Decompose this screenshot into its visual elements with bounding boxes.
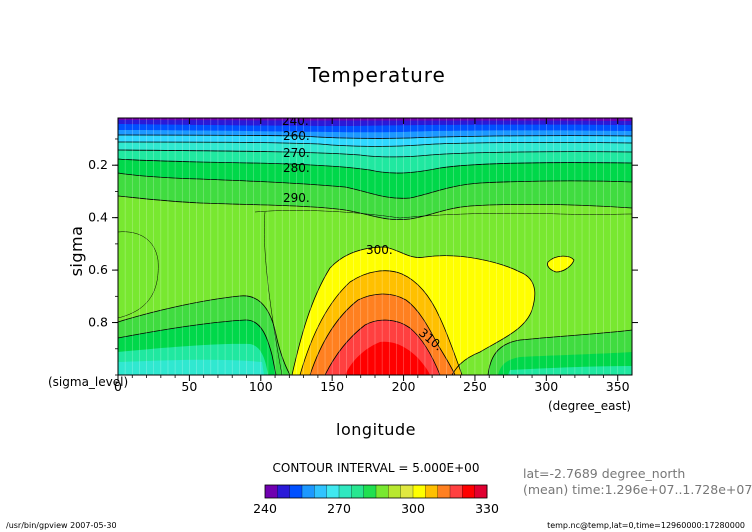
x-tick-label: 350 [606,379,630,394]
contour-305 [299,270,463,375]
contour-lines [118,134,632,375]
contour-blob [547,255,575,273]
contour-interval-text: CONTOUR INTERVAL = 5.000E+00 [273,461,480,475]
mean-time-annotation: (mean) time:1.296e+07..1.728e+07 [523,482,752,497]
contour-295 [254,210,632,219]
contour-295-left [118,231,159,319]
contour-310 [309,293,456,375]
colorbar-cell [289,485,303,498]
band-240-245 [118,118,632,121]
contour-300 [291,246,536,375]
band-320-325 [345,341,430,375]
colorbar-tick-label: 330 [475,501,499,516]
contour-left-285 [118,295,291,375]
band-right-275 [508,366,632,375]
x-tick-label: 150 [320,379,344,394]
colorbar-cell [413,485,426,498]
colorbar-cell [474,485,488,498]
contour-label-300: 300. [366,243,393,257]
x-tick-label: 0 [114,379,122,394]
x-sublabel-left: (sigma_level) [48,375,128,389]
colorbar-cell [326,485,340,498]
contour-label-240: 240. [282,114,309,128]
contour-left-280 [118,319,277,375]
footer-left: /usr/bin/gpview 2007-05-30 [6,521,117,530]
lat-annotation: lat=-2.7689 degree_north [523,466,685,481]
colorbar-cell [425,485,439,498]
contour-right-285 [487,329,632,375]
colorbar-cell [314,485,328,498]
contour-label-270: 270. [283,146,310,160]
chart-title: Temperature [307,63,446,87]
grid-lines [118,118,632,375]
y-axis: 0.2 0.4 0.6 0.8 [88,138,638,376]
colorbar-cell [339,485,352,498]
y-tick-label: 0.4 [88,210,108,225]
colorbar-tick-label: 270 [327,501,351,516]
colorbar-tick-label: 300 [401,501,425,516]
y-tick-label: 0.2 [88,157,108,172]
contour-290-vertical [264,211,283,375]
x-tick-label: 100 [249,379,273,394]
contour-265 [118,141,632,147]
contour-label-260: 260. [283,129,310,143]
y-tick-label: 0.6 [88,262,108,277]
contour-275 [118,158,632,174]
x-axis: 0 50 100 150 200 250 300 350 [114,118,630,394]
contour-270 [118,149,632,158]
contour-280 [118,172,632,199]
colorbar-tick-labels: 240 270 300 330 [253,501,499,516]
contour-plot-area: 240. 260. 270. 280. 290. 300. 310. [118,114,632,375]
band-left-270 [118,359,264,375]
x-tick-label: 50 [181,379,197,394]
footer-right: temp.nc@temp,lat=0,time=12960000:1728000… [547,521,745,530]
x-tick-label: 300 [534,379,558,394]
contour-315 [324,319,441,375]
y-axis-label: sigma [67,226,86,277]
colorbar-cell [302,485,315,498]
contour-260 [118,134,632,139]
y-tick-label: 0.8 [88,315,108,330]
colorbar-cell [388,485,402,498]
x-tick-label: 250 [463,379,487,394]
contour-label-290: 290. [283,191,310,205]
colorbar-cell [277,485,291,498]
colorbar [264,484,488,499]
colorbar-tick-label: 240 [253,501,277,516]
contour-label-280: 280. [283,161,310,175]
colorbar-cell [265,485,278,498]
contour-285 [118,195,632,221]
colorbar-cell [351,485,365,498]
colorbar-cell [363,485,377,498]
colorbar-cell [376,485,389,498]
x-axis-label: longitude [336,420,416,439]
colorbar-cell [437,485,451,498]
x-sublabel-right: (degree_east) [548,399,631,413]
colorbar-cell [462,485,476,498]
colorbar-cell [400,485,414,498]
x-tick-label: 200 [392,379,416,394]
colorbar-cell [450,485,463,498]
